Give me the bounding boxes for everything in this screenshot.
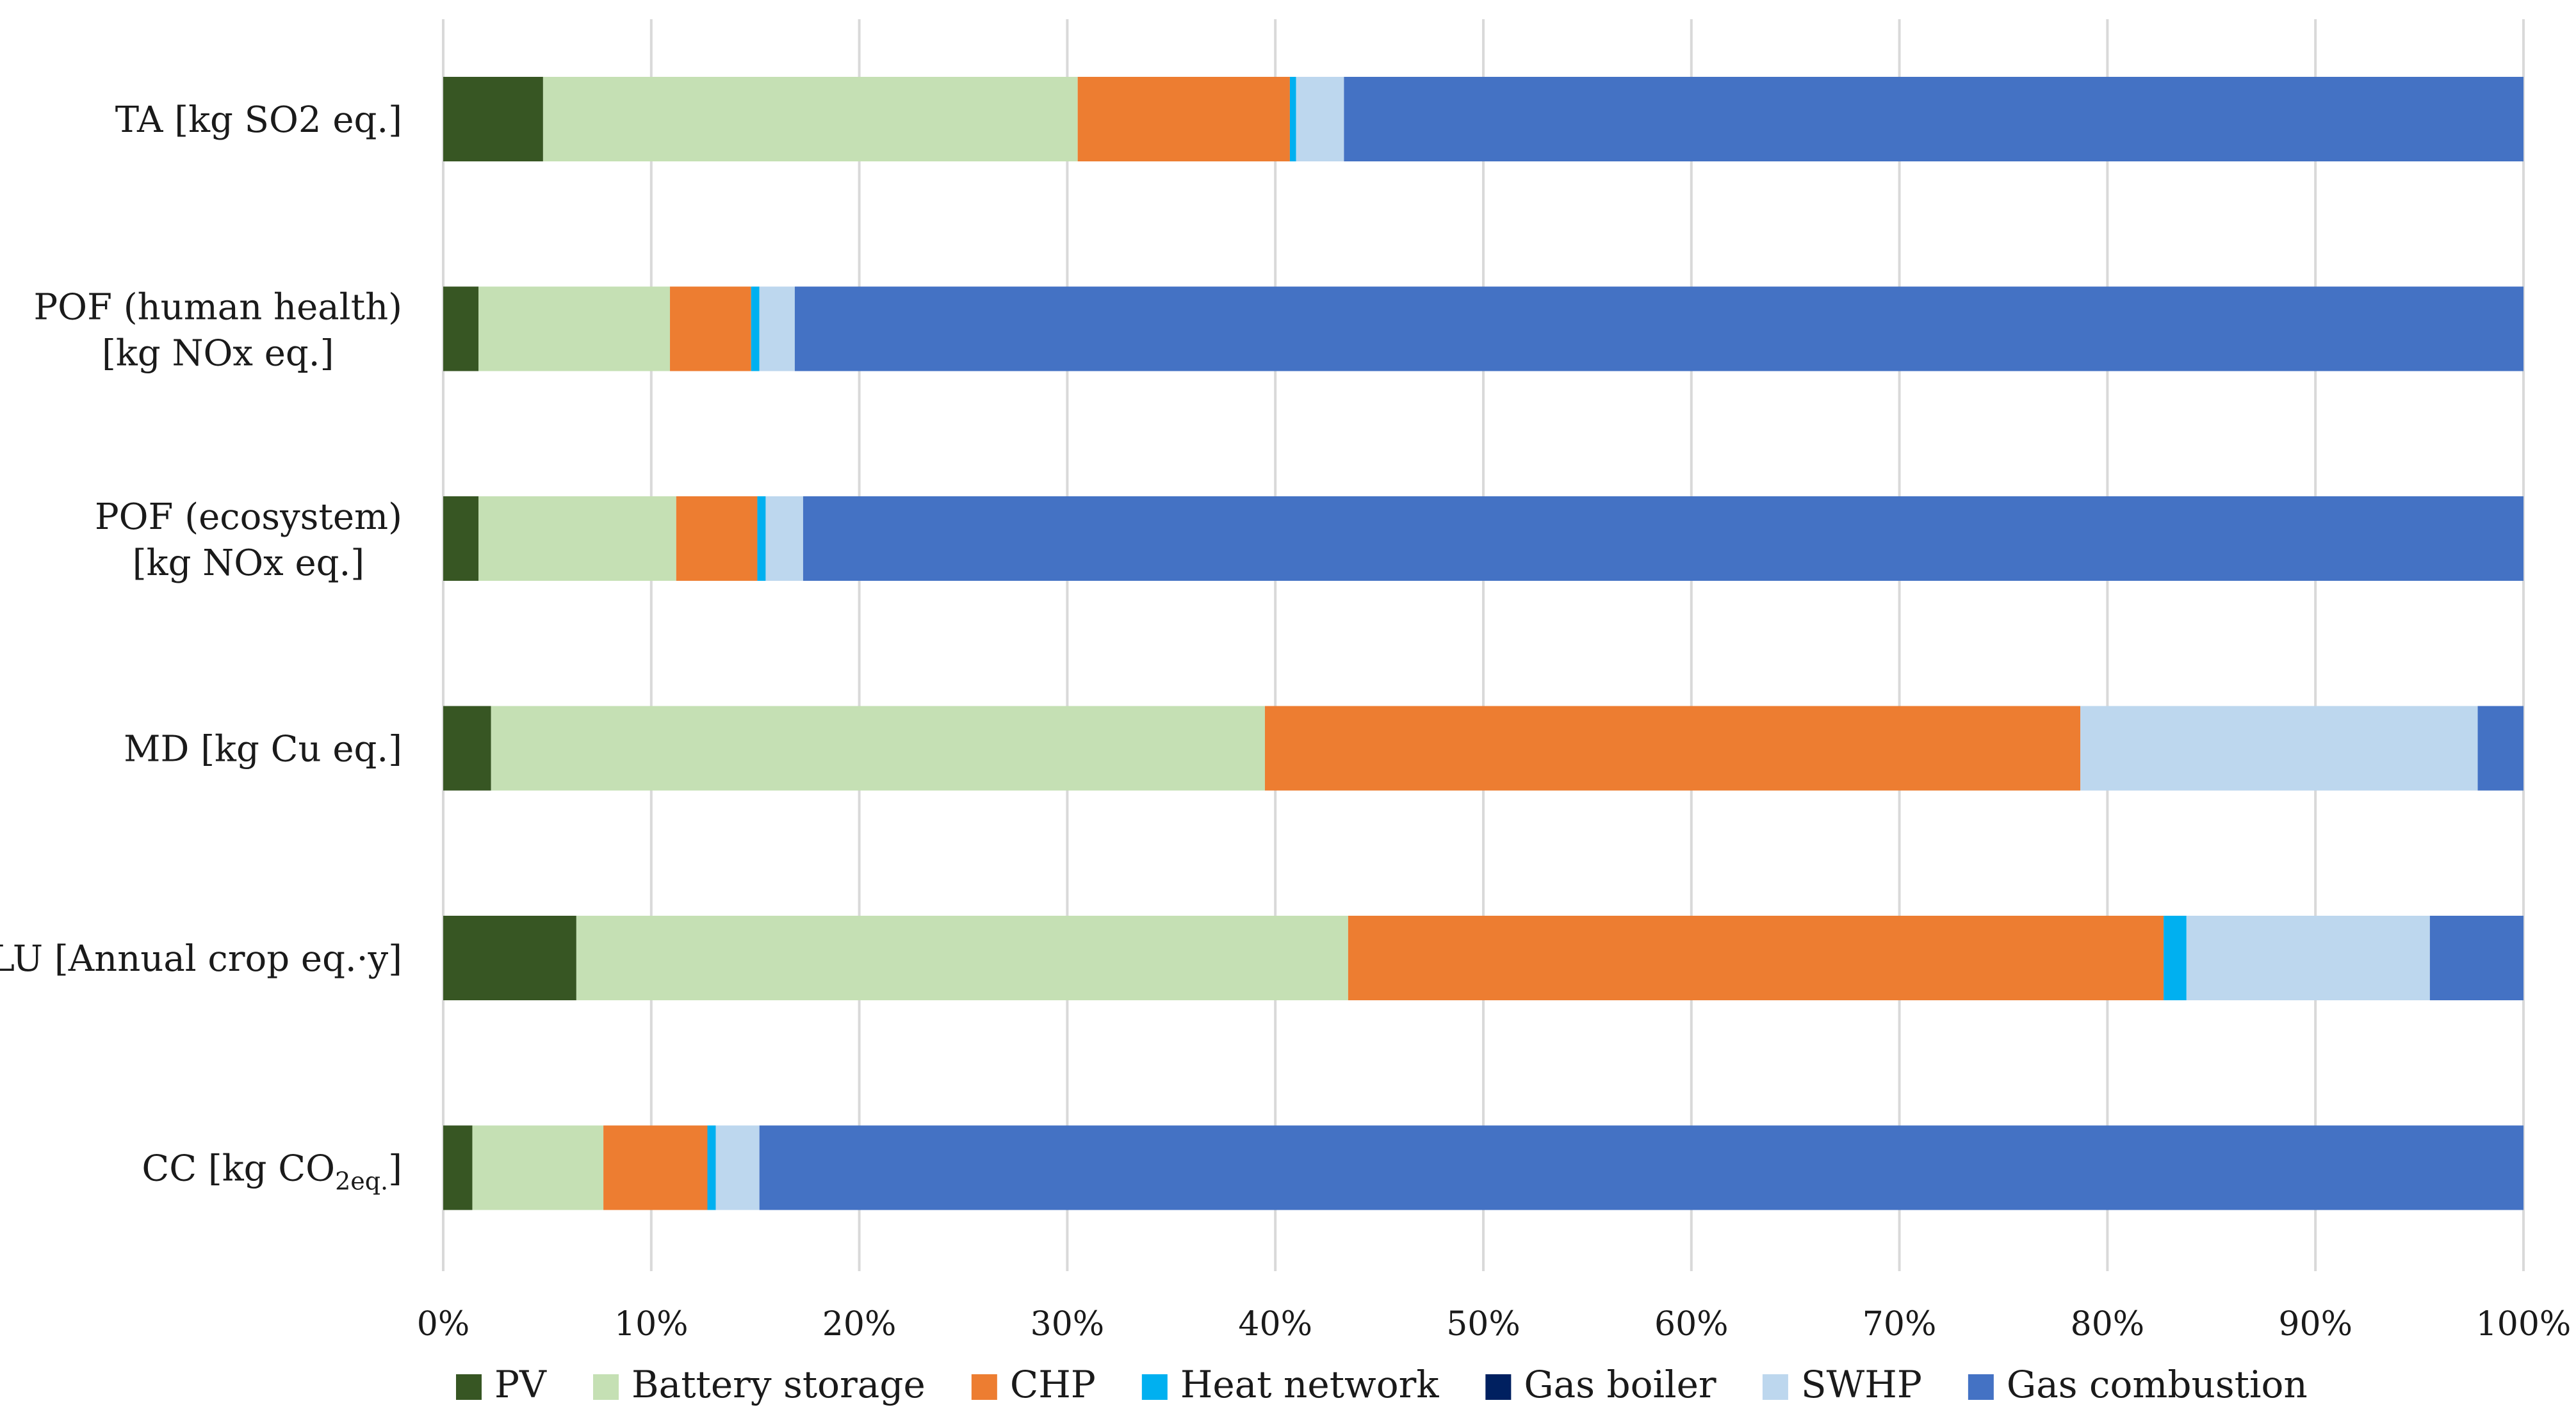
legend-label: CHP [1010, 1363, 1096, 1406]
bar-segment-pv [443, 496, 479, 581]
category-label-line: POF (human health) [33, 287, 402, 329]
bar-segment-battery-storage [491, 706, 1265, 791]
legend-label: PV [494, 1363, 547, 1406]
bar-segment-battery-storage [478, 496, 676, 581]
category-label: MD [kg Cu eq.] [124, 729, 402, 770]
legend-item: Gas combustion [1968, 1363, 2308, 1406]
bar-segment-heat-network [2164, 916, 2187, 1000]
bar-segment-gas-combustion [803, 496, 2523, 581]
bars [443, 77, 2523, 1210]
bar-segment-gas-combustion [2477, 706, 2523, 791]
legend-label: SWHP [1801, 1363, 1922, 1406]
bar-segment-chp [603, 1125, 708, 1210]
legend: PV Battery storage CHP Heat network Gas boil… [456, 1363, 2308, 1406]
category-label-subscript: 2eq. [335, 1167, 388, 1196]
bar-segment-swhp [2186, 916, 2430, 1000]
x-axis-ticks: 0% 10% 20% 30% 40% 50% 60% 70% 80% 90% 100% [417, 1305, 2572, 1344]
bar-segment-chp [676, 496, 758, 581]
legend-item: SWHP [1762, 1363, 1922, 1406]
x-tick-label: 100% [2476, 1305, 2572, 1344]
category-label: LU [Annual crop eq.·y] [0, 938, 402, 980]
bar-segment-pv [443, 1125, 473, 1210]
bar-segment-gas-combustion [1344, 77, 2523, 161]
legend-swatch [456, 1374, 482, 1400]
bar-segment-battery-storage [472, 1125, 604, 1210]
category-label: POF (ecosystem) [kg NOx eq.] [95, 496, 402, 584]
x-tick-label: 50% [1446, 1305, 1520, 1344]
legend-swatch [1485, 1374, 1512, 1400]
bar-segment-pv [443, 916, 576, 1000]
bar-segment-chp [1348, 916, 2164, 1000]
bar-segment-chp [1264, 706, 2081, 791]
x-tick-label: 30% [1031, 1305, 1105, 1344]
legend-item: PV [456, 1363, 547, 1406]
bar-segment-heat-network [1289, 77, 1296, 161]
category-label-line: [kg NOx eq.] [102, 333, 334, 375]
bar-segment-battery-storage [576, 916, 1348, 1000]
bar-segment-swhp [765, 496, 803, 581]
bar-segment-pv [443, 77, 543, 161]
category-label: TA [kg SO2 eq.] [115, 99, 402, 141]
bar-segment-gas-combustion [794, 286, 2523, 371]
legend-swatch [971, 1374, 997, 1400]
bar-segment-swhp [759, 286, 795, 371]
x-tick-label: 10% [614, 1305, 689, 1344]
bar-segment-swhp [2080, 706, 2478, 791]
legend-swatch [1968, 1374, 1994, 1400]
legend-swatch [593, 1374, 619, 1400]
bar-segment-heat-network [757, 496, 766, 581]
category-label-main: CC [kg CO [142, 1148, 335, 1190]
bar-segment-pv [443, 706, 491, 791]
category-label-suffix: ] [388, 1148, 402, 1190]
x-tick-label: 70% [1863, 1305, 1937, 1344]
x-tick-label: 0% [417, 1305, 470, 1344]
bar-segment-swhp [1296, 77, 1344, 161]
gridlines [442, 19, 2525, 1271]
bar-segment-pv [443, 286, 479, 371]
bar-segment-swhp [715, 1125, 760, 1210]
x-tick-label: 40% [1238, 1305, 1312, 1344]
bar-segment-gas-combustion [2429, 916, 2523, 1000]
bar-segment-heat-network [707, 1125, 716, 1210]
legend-item: Gas boiler [1485, 1363, 1716, 1406]
legend-item: Battery storage [593, 1363, 925, 1406]
x-tick-label: 80% [2071, 1305, 2145, 1344]
category-label-line: [kg NOx eq.] [133, 542, 364, 584]
legend-label: Battery storage [632, 1363, 925, 1406]
bar-segment-battery-storage [478, 286, 671, 371]
legend-item: Heat network [1141, 1363, 1440, 1406]
category-label: POF (human health) [kg NOx eq.] [33, 287, 402, 375]
legend-swatch [1762, 1374, 1788, 1400]
legend-item: CHP [971, 1363, 1096, 1406]
bar-segment-battery-storage [542, 77, 1078, 161]
legend-label: Gas combustion [2007, 1363, 2308, 1406]
category-label-line: POF (ecosystem) [95, 496, 402, 538]
bar-segment-heat-network [751, 286, 760, 371]
category-labels: TA [kg SO2 eq.]POF (human health) [kg NOx… [0, 99, 402, 1196]
bar-segment-chp [670, 286, 751, 371]
legend-swatch [1141, 1374, 1168, 1400]
bar-segment-chp [1077, 77, 1290, 161]
category-label: CC [kg CO2eq.] [142, 1148, 402, 1196]
bar-segment-gas-combustion [759, 1125, 2523, 1210]
legend-label: Gas boiler [1524, 1363, 1716, 1406]
legend-label: Heat network [1180, 1363, 1440, 1406]
x-tick-label: 60% [1654, 1305, 1729, 1344]
x-tick-label: 90% [2278, 1305, 2352, 1344]
x-tick-label: 20% [822, 1305, 897, 1344]
